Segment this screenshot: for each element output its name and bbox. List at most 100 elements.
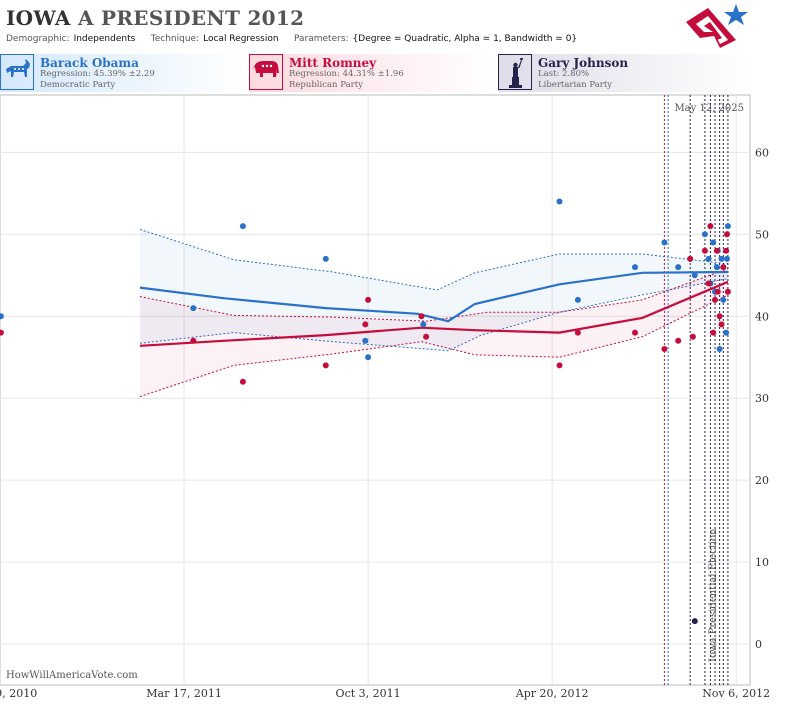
poll-point [423, 333, 430, 340]
poll-point [574, 329, 581, 336]
statue-of-liberty-icon [498, 54, 532, 90]
poll-point [718, 321, 725, 328]
plot-area [0, 94, 751, 686]
poll-point [720, 264, 727, 271]
candidate-party: Libertarian Party [538, 80, 613, 90]
poll-point [0, 313, 4, 320]
poll-point [712, 296, 718, 303]
x-tick-label: Aug 29, 2010 [0, 687, 37, 700]
poll-point [716, 346, 723, 352]
candidate-johnson[interactable]: Gary Johnson Last: 2.80% Libertarian Par… [498, 54, 748, 92]
header: IOWA A PRESIDENT 2012 Demographic: Indepe… [0, 0, 789, 50]
poll-point [675, 264, 682, 271]
parameters-value[interactable]: {Degree = Quadratic, Alpha = 1, Bandwidt… [352, 34, 578, 44]
candidate-name: Barack Obama [40, 56, 139, 70]
y-tick-label: 40 [755, 310, 769, 323]
poll-point [632, 329, 638, 336]
poll-point [724, 288, 731, 295]
candidate-name: Mitt Romney [289, 56, 377, 70]
parameters-line: Demographic: Independents Technique: Local… [6, 34, 581, 44]
regression-line [139, 280, 729, 347]
poll-point [716, 313, 723, 320]
confidence-band-fill [139, 268, 728, 397]
demographic-label: Demographic: [6, 34, 70, 44]
poll-point [720, 296, 727, 303]
y-axis-ticks: 0 10 20 30 40 50 60 [755, 146, 769, 651]
x-tick-label: Oct 3, 2011 [336, 687, 401, 700]
poll-point [724, 223, 731, 230]
candidate-obama[interactable]: Barack Obama Regression: 45.39% ±2.29 De… [0, 54, 248, 92]
poll-point [714, 288, 721, 295]
poll-point [239, 223, 246, 230]
poll-point [713, 264, 720, 271]
poll-point [724, 231, 730, 238]
elephant-icon [249, 54, 283, 90]
poll-point [322, 255, 329, 262]
x-tick-label: Mar 17, 2011 [146, 687, 222, 700]
poll-point [707, 223, 714, 230]
poll-point [713, 247, 720, 254]
poll-point [322, 362, 329, 369]
date-annotation: May 12, 2025 [674, 103, 744, 114]
poll-point [691, 272, 698, 279]
confidence-upper-line [139, 228, 728, 291]
y-tick-label: 30 [755, 392, 769, 405]
demographic-value[interactable]: Independents [73, 34, 136, 44]
parameters-label: Parameters: [294, 34, 349, 44]
x-tick-label: Nov 6, 2012 [702, 687, 770, 700]
confidence-band-fill [139, 229, 728, 351]
watermark: HowWillAmericaVote.com [6, 670, 138, 681]
poll-point [362, 337, 369, 344]
event-label: Iowa Presidential Election [708, 528, 719, 662]
poll-point [418, 313, 425, 320]
candidate-last: Last: 2.80% [538, 69, 590, 79]
poll-point [710, 329, 717, 336]
candidate-romney[interactable]: Mitt Romney Regression: 44.31% ±1.96 Rep… [249, 54, 497, 92]
poll-point [691, 618, 698, 625]
y-tick-label: 0 [755, 638, 762, 651]
poll-point [724, 255, 730, 262]
x-tick-label: Apr 20, 2012 [515, 687, 589, 700]
poll-point [556, 198, 563, 205]
poll-point [723, 247, 730, 254]
gridlines [0, 95, 750, 685]
poll-points [0, 198, 731, 625]
poll-point [701, 247, 708, 254]
poll-point [689, 333, 696, 340]
technique-label: Technique: [150, 34, 200, 44]
poll-point [710, 239, 717, 246]
y-tick-label: 20 [755, 474, 769, 487]
poll-point [661, 346, 668, 352]
x-axis-ticks: Aug 29, 2010 Mar 17, 2011 Oct 3, 2011 Apr 2… [0, 687, 770, 700]
poll-point [190, 337, 197, 344]
poll-point [556, 362, 563, 369]
regression-line [139, 270, 728, 323]
candidate-regression: Regression: 44.31% ±1.96 [289, 69, 404, 79]
star-logo-icon[interactable] [686, 2, 750, 50]
poll-point [687, 255, 694, 262]
poll-point [362, 321, 369, 328]
poll-point [632, 264, 638, 271]
y-tick-label: 10 [755, 556, 769, 569]
confidence-bands [139, 228, 729, 398]
poll-point [718, 255, 725, 262]
poll-point [701, 231, 708, 238]
poll-point [705, 280, 712, 287]
state-name: IOWA [6, 6, 71, 30]
poll-point [675, 337, 682, 344]
poll-point [723, 329, 730, 336]
candidate-party: Democratic Party [40, 80, 116, 90]
candidate-regression: Regression: 45.39% ±2.29 [40, 69, 155, 79]
candidate-party: Republican Party [289, 80, 363, 90]
poll-point [705, 255, 712, 262]
y-tick-label: 60 [755, 146, 769, 159]
poll-point [420, 321, 427, 328]
technique-value[interactable]: Local Regression [203, 34, 279, 44]
poll-point [661, 239, 668, 246]
race-name: A PRESIDENT 2012 [77, 6, 305, 30]
poll-point [0, 329, 4, 336]
poll-point [574, 296, 581, 303]
candidate-name: Gary Johnson [538, 56, 629, 70]
poll-point [239, 378, 246, 385]
y-tick-label: 50 [755, 228, 769, 241]
